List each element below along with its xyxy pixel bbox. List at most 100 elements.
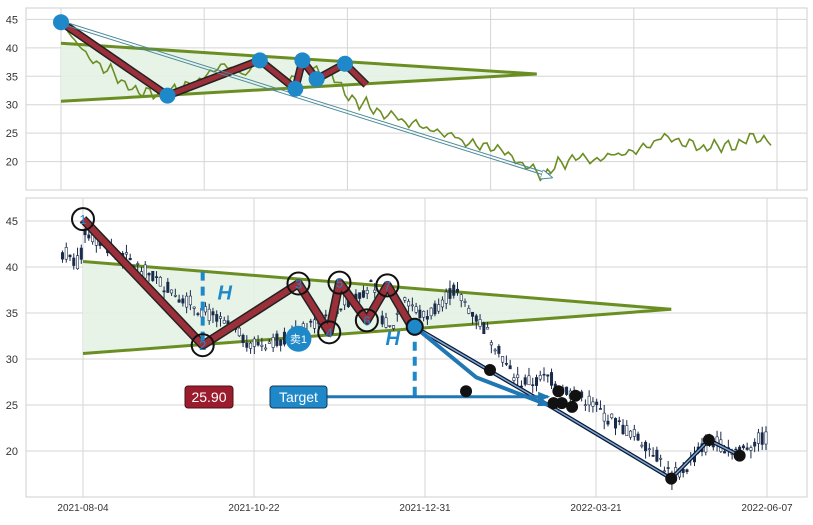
candle-body [598,408,602,410]
height-marker-label: H [386,328,401,350]
candle-body [504,363,508,365]
candle-body [324,314,328,317]
candle-body [64,247,68,260]
pivot-number-circle [317,320,342,345]
candle-body [410,304,414,307]
candle-body [471,311,475,317]
candle-body [173,295,177,297]
candle-body [388,325,392,327]
overview-pivot-marker [294,52,311,69]
candle-body [527,375,531,386]
candle-body [550,372,554,386]
candle-body [531,384,535,387]
pivot-number-label: 7 [384,278,391,293]
pivot-number-circle [375,273,400,298]
candle-body [279,339,283,346]
candle-body [501,356,505,363]
candle-body [128,257,132,261]
overview-pivot-marker [308,71,325,88]
target-label: Target [279,389,318,405]
overview-y-tick-label: 25 [6,128,18,140]
candle-body [452,284,456,296]
candle-body [392,325,396,329]
candle-body [440,299,444,308]
overview-y-tick-label: 45 [6,14,18,26]
candle-body [606,420,610,425]
candle-body [181,298,185,304]
signal-dot [665,472,678,485]
detail-x-tick-label: 2021-10-22 [228,503,280,514]
candle-body [437,304,441,312]
candle-body [644,441,648,452]
detail-lower-trendline [82,307,672,355]
target-label-box [269,385,328,409]
candle-body [489,342,493,346]
candle-body [237,327,241,337]
candle-body [595,401,599,406]
signal-dot [702,433,715,446]
candle-body [215,314,219,322]
sell-marker [285,325,312,352]
overview-pivot-marker [53,14,69,31]
signal-dot [547,397,560,410]
pivot-number-circle [286,271,311,296]
candle-body [211,311,215,316]
signal-dot [569,389,582,402]
candle-body [309,320,313,323]
candle-body [313,319,317,329]
candle-body [467,307,471,314]
overview-y-tick-label: 20 [6,157,18,169]
detail-x-tick-label: 2022-03-21 [570,503,622,514]
candle-body [252,338,256,347]
pivot-number-circle [71,207,95,232]
candle-body [192,306,196,309]
price-label-box [184,385,234,409]
overview-panel: 20 25 30 35 40 45 [6,7,808,191]
candle-body [764,431,768,445]
candle-body [429,307,433,317]
candle-body [546,374,550,377]
signal-dot [552,385,565,398]
candle-body [497,346,501,354]
candle-body [444,291,448,304]
candle-body [275,333,279,346]
candle-body [418,309,422,319]
overview-y-tick-label: 35 [6,71,18,83]
candle-body [414,306,418,313]
candle-body [162,290,166,293]
candle-body [666,467,670,469]
candle-body [407,301,411,307]
pivot-number-circle [327,270,352,295]
candle-body [143,264,147,279]
candle-body [636,433,640,441]
candle-body [587,395,591,406]
candle-body [723,451,727,454]
candle-body [155,276,159,278]
candle-body [365,290,369,294]
candle-body [188,295,192,306]
candle-body [256,341,260,346]
candle-body [640,444,644,447]
candle-body [613,417,617,429]
candle-body [271,337,275,348]
overview-pivot-marker [287,80,304,97]
candle-body [282,331,286,345]
candle-body [621,424,625,435]
candle-body [177,299,181,303]
candle-body [249,342,253,349]
pivot-number-circle [354,308,379,333]
detail-x-tick-label: 2022-06-07 [741,503,793,514]
pivot-number-circle [190,333,215,358]
signal-dot [460,385,473,398]
candle-body [339,308,343,311]
candle-body [647,448,651,451]
candle-body [380,315,384,325]
detail-y-tick-label: 30 [6,354,18,366]
candle-body [185,295,189,308]
candle-body [542,373,546,376]
pivot-number-label: 4 [326,325,333,340]
candle-body [361,290,365,298]
candle-body [136,263,140,265]
candle-body [756,432,760,444]
